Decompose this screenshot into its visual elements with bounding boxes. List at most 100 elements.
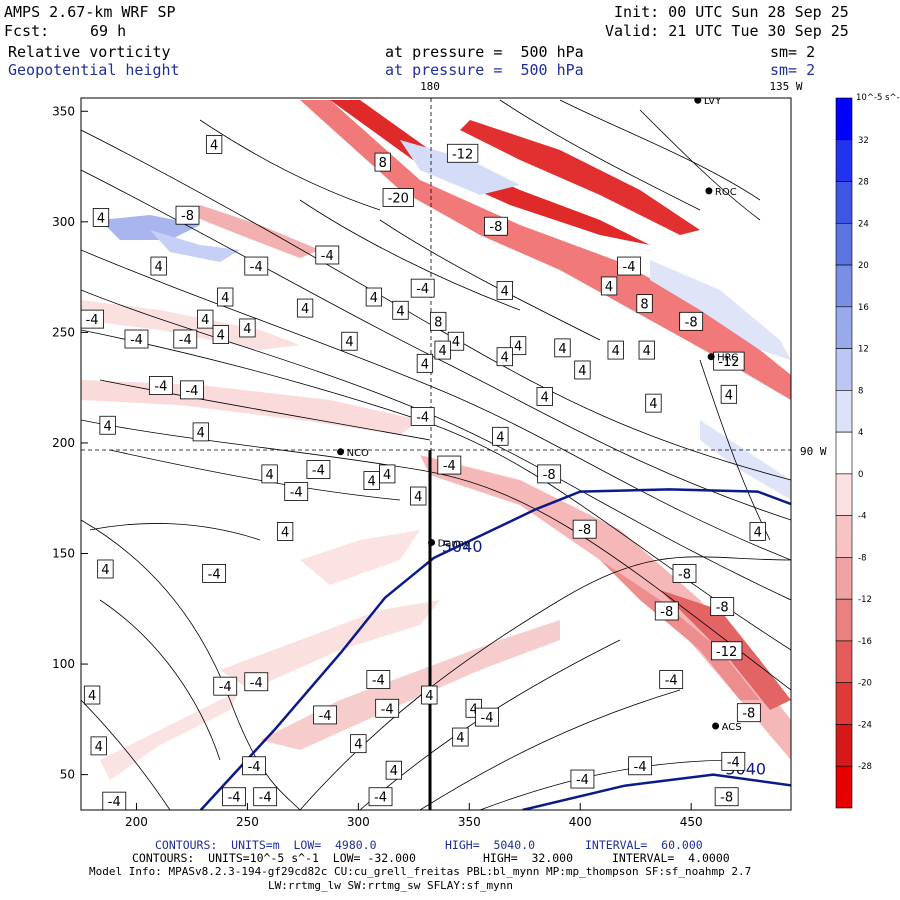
vorticity-contour-label: -4 xyxy=(410,278,435,298)
colorbar-tick-label: -8 xyxy=(858,553,866,563)
svg-text:-4: -4 xyxy=(259,791,272,806)
station-marker: NCO xyxy=(337,448,369,459)
vorticity-contour-label: -4 xyxy=(437,455,462,475)
footer-vorticity-high: HIGH= 32.000 xyxy=(483,851,574,865)
vorticity-contour-label: -8 xyxy=(537,464,562,484)
vorticity-contour-label: 4 xyxy=(452,727,469,747)
station-marker: ROC xyxy=(705,187,737,198)
field2-name: Geopotential height xyxy=(8,61,180,79)
vorticity-contour-label: 4 xyxy=(150,256,167,276)
svg-text:4: 4 xyxy=(501,284,509,299)
vorticity-contour-label: -20 xyxy=(382,188,414,207)
svg-text:LVY: LVY xyxy=(704,96,722,107)
station-marker: ACS xyxy=(712,722,742,733)
colorbar-tick-label: -12 xyxy=(858,595,872,605)
colorbar-swatch xyxy=(835,348,853,391)
svg-text:-8: -8 xyxy=(660,605,673,620)
svg-text:4: 4 xyxy=(558,342,566,357)
vorticity-contour-label: 4 xyxy=(410,486,427,506)
x-tick-label: 250 xyxy=(236,815,259,829)
svg-text:4: 4 xyxy=(578,364,586,379)
svg-text:4: 4 xyxy=(370,291,378,306)
colorbar-tick-label: 0 xyxy=(858,470,863,480)
vorticity-contour-label: 4 xyxy=(379,464,396,484)
colorbar-swatch xyxy=(835,306,853,349)
vorticity-contour-label: -4 xyxy=(617,256,641,276)
vorticity-contour-label: 4 xyxy=(434,340,451,360)
svg-text:-8: -8 xyxy=(720,791,733,806)
svg-text:4: 4 xyxy=(345,335,353,350)
svg-text:-4: -4 xyxy=(576,773,589,788)
meridian-135w-label: 135 W xyxy=(769,80,802,93)
vorticity-contour-label: 4 xyxy=(416,353,434,373)
svg-text:4: 4 xyxy=(396,304,404,319)
vorticity-contour-label: -12 xyxy=(711,641,743,661)
svg-text:4: 4 xyxy=(95,740,103,755)
vorticity-contour-label: 4 xyxy=(496,280,513,300)
vorticity-contour-label: -4 xyxy=(244,672,269,692)
svg-text:-8: -8 xyxy=(716,601,729,616)
footer-vorticity-interval: INTERVAL= 4.0000 xyxy=(612,851,730,865)
svg-text:4: 4 xyxy=(201,313,209,328)
init-time: Init: 00 UTC Sun 28 Sep 25 xyxy=(614,3,849,21)
vorticity-contour-label: -4 xyxy=(475,707,499,727)
vorticity-contour-label: 4 xyxy=(350,734,367,754)
colorbar-tick-label: 24 xyxy=(858,219,869,229)
vorticity-contour-label: 4 xyxy=(509,336,527,356)
vorticity-contour-label: -8 xyxy=(484,216,508,236)
svg-text:8: 8 xyxy=(379,156,387,171)
vorticity-contour-label: -8 xyxy=(710,597,735,616)
vorticity-contour-label: 4 xyxy=(392,300,409,320)
y-tick-label: 300 xyxy=(52,215,75,229)
colorbar-swatch xyxy=(835,390,853,433)
vorticity-contour-label: -4 xyxy=(173,329,198,349)
field1-name: Relative vorticity xyxy=(8,43,171,61)
svg-text:-8: -8 xyxy=(578,523,591,538)
colorbar-swatch xyxy=(835,557,853,600)
vorticity-contour-label: -4 xyxy=(659,670,684,689)
meridian-180-label: 180 xyxy=(420,80,440,93)
svg-text:-8: -8 xyxy=(181,209,194,224)
vorticity-contour-label: 4 xyxy=(600,276,618,296)
colorbar-swatch xyxy=(835,598,853,642)
x-tick-label: 300 xyxy=(347,815,370,829)
svg-text:4: 4 xyxy=(414,490,422,505)
colorbar-tick-label: 20 xyxy=(858,261,869,271)
colorbar-swatch xyxy=(835,515,853,558)
vorticity-contour-label: 4 xyxy=(607,340,624,360)
svg-text:4: 4 xyxy=(643,344,651,359)
vorticity-contour-label: 4 xyxy=(645,393,662,413)
vorticity-contour-label: -8 xyxy=(572,519,597,539)
svg-text:-4: -4 xyxy=(154,379,167,394)
svg-text:ROC: ROC xyxy=(715,187,737,198)
svg-text:-4: -4 xyxy=(248,760,261,775)
vorticity-contour-label: -4 xyxy=(102,791,127,810)
vorticity-contour-label: 4 xyxy=(83,685,101,705)
vorticity-contour-label: -4 xyxy=(202,564,227,583)
svg-text:-4: -4 xyxy=(727,755,740,770)
footer-vorticity-contours: CONTOURS: UNITS=10^-5 s^-1 LOW= -32.000 xyxy=(132,851,416,865)
vorticity-contour-label: 4 xyxy=(212,325,229,344)
svg-text:8: 8 xyxy=(640,298,648,313)
vorticity-contour-label: 4 xyxy=(99,415,116,435)
vorticity-contour-label: -12 xyxy=(446,143,479,163)
svg-text:-4: -4 xyxy=(219,680,232,695)
svg-text:4: 4 xyxy=(281,525,289,540)
svg-text:-4: -4 xyxy=(665,674,678,689)
svg-text:-4: -4 xyxy=(443,459,456,474)
y-tick-label: 350 xyxy=(52,104,75,118)
svg-text:-4: -4 xyxy=(481,711,494,726)
x-tick-label: 200 xyxy=(125,815,148,829)
vorticity-contour-label: -4 xyxy=(721,751,746,771)
colorbar-tick-label: -28 xyxy=(858,762,872,772)
vorticity-contour-label: 4 xyxy=(276,521,294,541)
vorticity-contour-label: 4 xyxy=(296,298,314,318)
svg-text:4: 4 xyxy=(649,397,657,412)
svg-text:-8: -8 xyxy=(742,707,755,722)
footer-height-high: HIGH= 5040.0 xyxy=(445,838,536,852)
svg-text:4: 4 xyxy=(210,138,218,153)
vorticity-contour-label: 8 xyxy=(374,152,391,172)
colorbar-swatch xyxy=(835,724,853,767)
station-marker: LVY xyxy=(694,96,722,107)
vorticity-contour-label: 4 xyxy=(638,340,655,360)
